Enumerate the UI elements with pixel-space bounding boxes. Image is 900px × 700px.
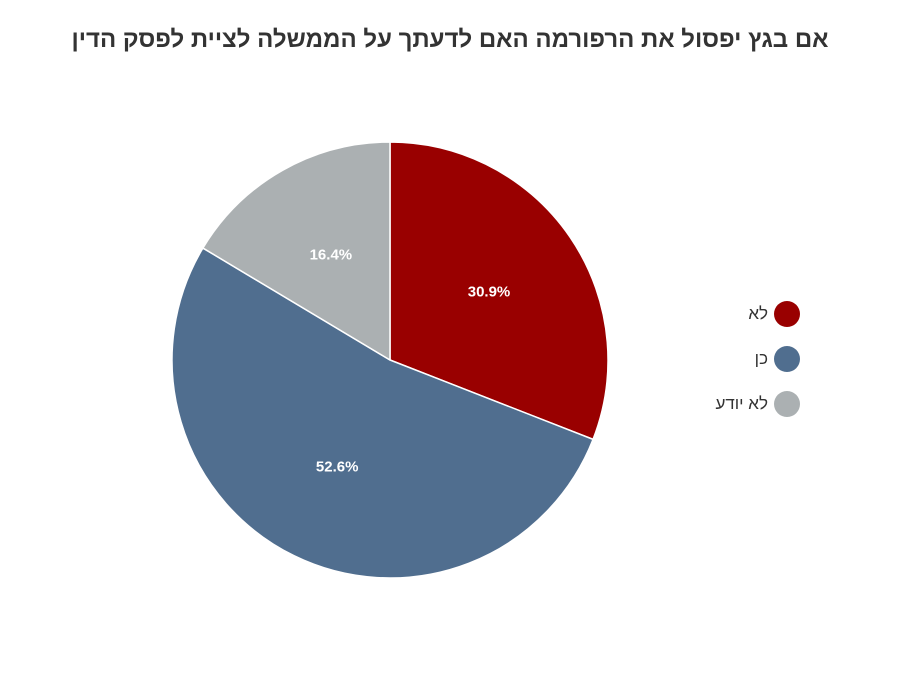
legend-item-yes[interactable]: כן xyxy=(660,343,800,375)
pie-slice-dont-know[interactable] xyxy=(202,141,391,361)
chart-title: אם בגץ יפסול את הרפורמה האם לדעתך על הממ… xyxy=(71,26,829,53)
legend-swatch-yes xyxy=(774,346,800,372)
data-label-no: 30.9% xyxy=(468,283,511,300)
pie-slice-no[interactable] xyxy=(389,141,609,441)
legend-label-dont-know: לא יודע xyxy=(715,394,768,413)
legend-label-no: לא xyxy=(748,304,768,323)
legend-item-dont-know[interactable]: לא יודע xyxy=(660,388,800,420)
legend: לא כן לא יודע xyxy=(660,298,800,433)
data-label-yes: 52.6% xyxy=(316,459,359,476)
pie-slice-yes[interactable] xyxy=(171,247,594,579)
legend-swatch-dont-know xyxy=(774,391,800,417)
legend-label-yes: כן xyxy=(754,349,768,368)
legend-swatch-no xyxy=(774,301,800,327)
data-label-dont-know: 16.4% xyxy=(310,247,353,264)
legend-item-no[interactable]: לא xyxy=(660,298,800,330)
